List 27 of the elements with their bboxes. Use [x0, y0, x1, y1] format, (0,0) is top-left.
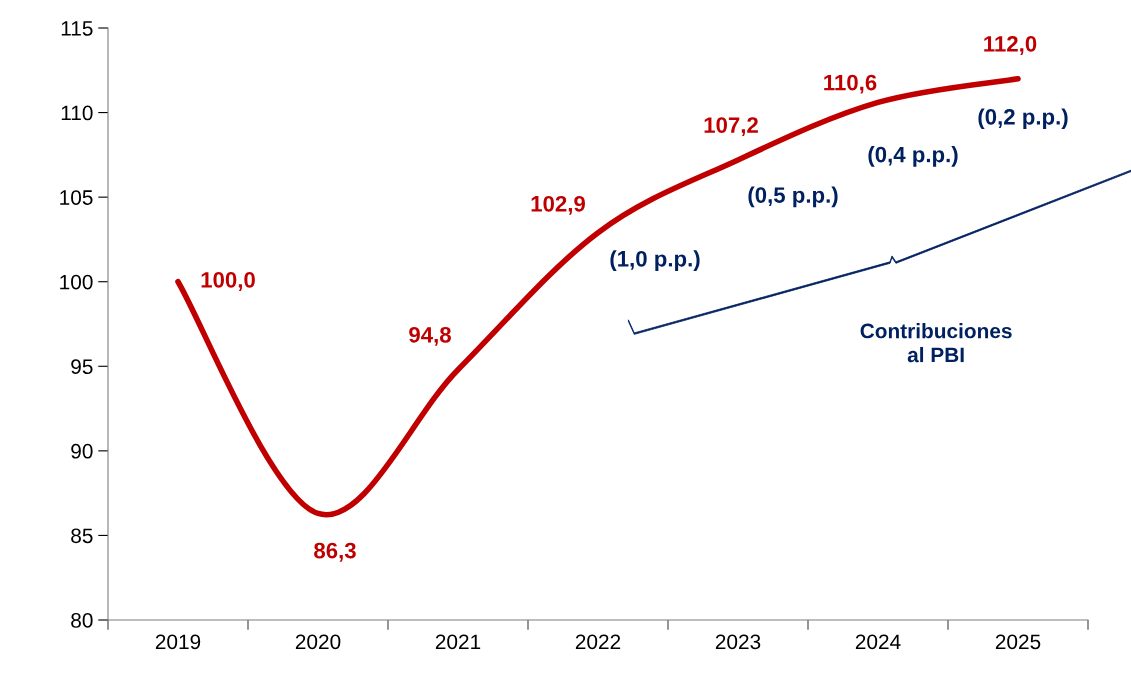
- x-tick-label: 2024: [855, 634, 901, 650]
- y-tick-label: 110: [61, 105, 93, 121]
- x-tick-label: 2020: [295, 634, 341, 650]
- y-tick-label: 80: [71, 613, 93, 628]
- annotation: (1,0 p.p.): [610, 250, 700, 272]
- x-tick-label: 2021: [435, 634, 481, 650]
- y-tick-label: 105: [60, 190, 93, 205]
- data-label: 100,0: [201, 271, 255, 291]
- annotation: (0,5 p.p.): [748, 186, 838, 208]
- x-tick-label: 2023: [715, 634, 761, 650]
- data-label: 102,9: [531, 195, 585, 215]
- y-tick-label: 95: [71, 359, 93, 375]
- annotation: Contribuciones al PBI: [860, 323, 1012, 363]
- data-label: 112,0: [984, 35, 1037, 55]
- data-label: 86,3: [314, 542, 356, 562]
- data-label: 94,8: [409, 326, 451, 346]
- y-tick-label: 90: [71, 443, 93, 459]
- x-tick-label: 2022: [575, 634, 621, 650]
- x-tick-label: 2025: [995, 634, 1041, 650]
- annotation: (0,2 p.p.): [978, 108, 1068, 130]
- annotation: (0,4 p.p.): [868, 146, 958, 167]
- data-label: 110,6: [824, 74, 877, 94]
- x-tick-label: 2019: [155, 634, 201, 650]
- y-tick-label: 85: [71, 528, 93, 544]
- y-tick-label: 115: [61, 21, 93, 36]
- data-label: 107,2: [704, 117, 758, 137]
- y-tick-label: 100: [60, 274, 93, 290]
